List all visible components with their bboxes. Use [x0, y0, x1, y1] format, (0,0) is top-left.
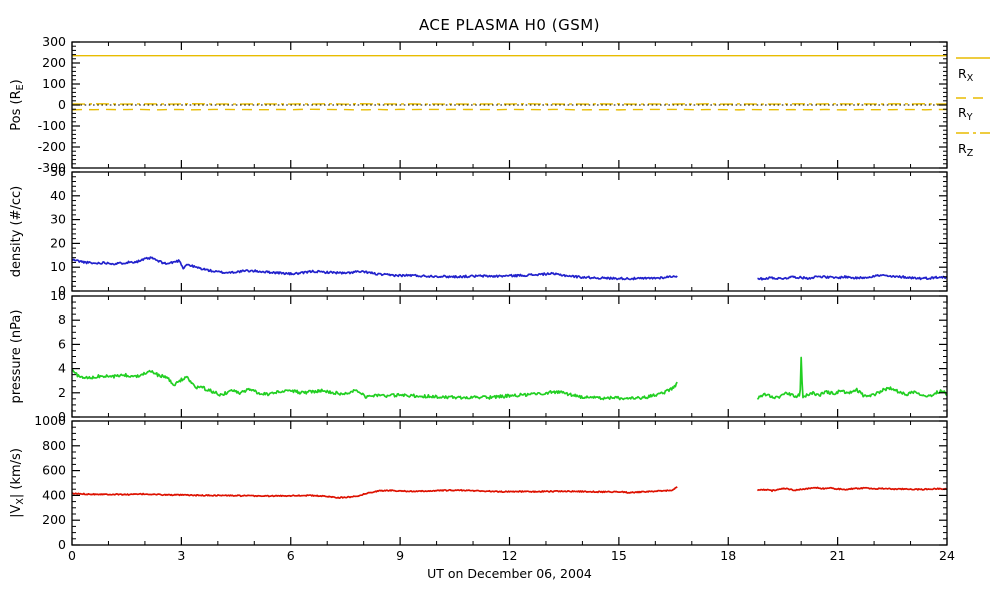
y-tick-label: 20 — [50, 235, 66, 250]
y-tick-label: 800 — [42, 438, 66, 453]
x-tick-label: 21 — [830, 548, 846, 563]
y-tick-label: 10 — [50, 288, 66, 303]
x-tick-label: 6 — [287, 548, 295, 563]
series-pressure — [72, 356, 947, 401]
y-tick-label: 300 — [42, 34, 66, 49]
position-legend: RX RY RZ — [956, 57, 990, 159]
xaxis-title: UT on December 06, 2004 — [427, 566, 592, 581]
y-tick-label: 200 — [42, 55, 66, 70]
panel-pressure: 0 2 4 6 8 10 pressure (nPa) — [9, 288, 948, 424]
y-tick-label: 50 — [50, 164, 66, 179]
x-tick-label: 15 — [611, 548, 627, 563]
x-tick-label: 12 — [502, 548, 518, 563]
x-tick-label: 3 — [177, 548, 185, 563]
panel-density: 0 10 20 30 40 50 density (#/cc) — [9, 164, 948, 298]
series-vx-magnitude — [72, 486, 947, 499]
y-tick-label: -200 — [38, 139, 66, 154]
y-tick-label: 1000 — [34, 413, 66, 428]
y-tick-label: 30 — [50, 212, 66, 227]
y-tick-label: 600 — [42, 463, 66, 478]
y-tick-label: -300 — [38, 160, 66, 175]
x-tick-label: 9 — [396, 548, 404, 563]
y-tick-label: 400 — [42, 487, 66, 502]
y-tick-label: 0 — [58, 283, 66, 298]
y-tick-label: 0 — [58, 409, 66, 424]
legend-label-R_Z: RZ — [958, 141, 974, 159]
panel-frame-density — [71, 171, 948, 292]
y-tick-label: 8 — [58, 312, 66, 327]
legend-label-R_Y: RY — [958, 105, 973, 123]
y-tick-label: 10 — [50, 259, 66, 274]
y-tick-label: 0 — [58, 537, 66, 552]
x-tick-label: 0 — [68, 548, 76, 563]
y-tick-label: 0 — [58, 97, 66, 112]
yaxis-title-position: Pos (RE) — [9, 79, 26, 130]
panel-frame-velocity — [71, 420, 948, 546]
yaxis-title-velocity: |VX| (km/s) — [9, 448, 26, 518]
y-tick-label: 200 — [42, 512, 66, 527]
series-density — [72, 256, 947, 281]
panel-velocity: 0 200 400 600 800 1000 0 3 6 9 12 15 18 21 24 |VX| (km/… — [9, 413, 955, 563]
plot-title: ACE PLASMA H0 (GSM) — [418, 16, 601, 34]
legend-label-R_X: RX — [958, 66, 974, 84]
y-tick-label: 100 — [42, 76, 66, 91]
x-tick-label: 24 — [939, 548, 955, 563]
x-tick-label: 18 — [720, 548, 736, 563]
y-tick-label: 2 — [58, 385, 66, 400]
y-tick-label: -100 — [38, 118, 66, 133]
y-tick-label: 4 — [58, 361, 66, 376]
series-R_Y — [72, 108, 947, 111]
y-tick-label: 40 — [50, 188, 66, 203]
panel-position: -300 -200 -100 0 100 200 300 Pos (RE) — [9, 34, 948, 175]
y-tick-label: 6 — [58, 336, 66, 351]
yaxis-title-pressure: pressure (nPa) — [9, 310, 24, 404]
yaxis-title-density: density (#/cc) — [9, 186, 24, 278]
panel-frame-pressure — [71, 295, 948, 418]
